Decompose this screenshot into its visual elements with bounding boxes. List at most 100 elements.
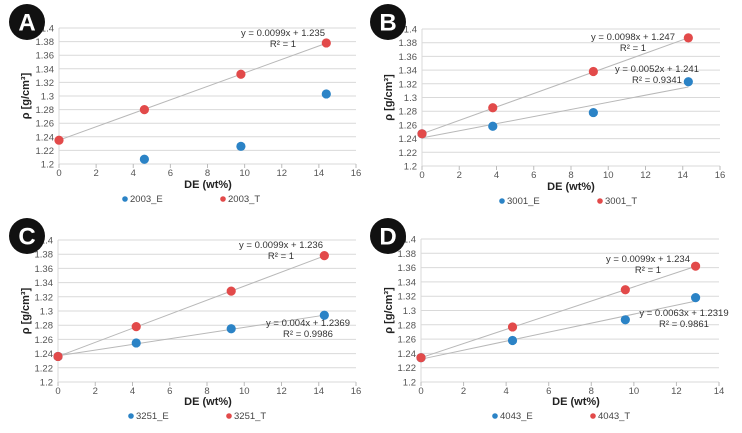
y-axis-title: ρ [g/cm³] xyxy=(20,287,32,334)
trend-r2: R² = 0.9861 xyxy=(659,319,709,330)
y-tick-label: 1.28 xyxy=(399,107,418,118)
trend-r2: R² = 0.9986 xyxy=(283,329,333,340)
y-tick-label: 1.36 xyxy=(36,51,55,62)
data-point-4043_T xyxy=(620,285,630,295)
legend-marker-2003_E xyxy=(122,196,128,202)
y-tick-label: 1.32 xyxy=(399,79,418,90)
x-tick-label: 10 xyxy=(239,386,250,397)
data-point-3251_E xyxy=(319,310,329,320)
y-tick-label: 1.36 xyxy=(398,263,417,274)
x-tick-label: 14 xyxy=(313,386,324,397)
trendline-2003_T xyxy=(58,42,327,141)
x-tick-label: 12 xyxy=(276,386,287,397)
y-tick-label: 1.24 xyxy=(36,132,55,143)
data-point-3001_T xyxy=(588,66,598,77)
data-point-3251_T xyxy=(53,351,63,362)
y-tick-label: 1.4 xyxy=(403,235,416,246)
data-point-3001_T xyxy=(488,103,498,113)
panel-c: 1.2 1.22 1.24 1.26 1.28 1.3 1.32 1.34 1.36 1.38 1.… xyxy=(9,218,361,422)
y-tick-label: 1.28 xyxy=(398,320,417,331)
x-tick-label: 4 xyxy=(503,386,508,397)
x-tick-label: 6 xyxy=(531,170,536,181)
legend-marker-3001_E xyxy=(499,198,505,204)
y-tick-label: 1.34 xyxy=(35,278,54,289)
x-tick-label: 8 xyxy=(568,170,573,181)
x-tick-label: 6 xyxy=(167,386,172,397)
x-tick-label: 0 xyxy=(55,386,60,397)
legend-label: 3251_T xyxy=(234,411,266,422)
panel-d: 1.2 1.22 1.24 1.26 1.28 1.3 1.32 1.34 1.36 1.38 1.… xyxy=(370,218,729,422)
x-axis-title: DE (wt%) xyxy=(547,181,595,193)
data-point-3251_E xyxy=(131,338,141,348)
x-tick-label: 12 xyxy=(276,168,287,179)
data-point-4043_T xyxy=(416,353,426,363)
y-tick-label: 1.28 xyxy=(36,105,55,116)
y-tick-label: 1.3 xyxy=(41,92,54,103)
legend-label: 3001_T xyxy=(605,196,637,207)
y-tick-label: 1.32 xyxy=(398,292,417,303)
panel-a: 1.2 1.22 1.24 1.26 1.28 1.3 1.32 1.34 1.36 1.38 1.… xyxy=(9,4,361,205)
trend-equation: y = 0.0099x + 1.234 xyxy=(606,254,690,265)
y-tick-label: 1.2 xyxy=(41,160,54,171)
x-tick-label: 8 xyxy=(205,168,210,179)
y-tick-label: 1.26 xyxy=(398,335,417,346)
data-point-2003_E xyxy=(321,89,331,99)
data-point-3001_T xyxy=(417,129,427,139)
data-point-2003_E xyxy=(139,154,149,164)
x-tick-label: 2 xyxy=(93,386,98,397)
panel-letter: C xyxy=(18,224,35,251)
x-tick-label: 0 xyxy=(419,170,424,181)
y-tick-label: 1.4 xyxy=(404,25,417,36)
trendline-3251_T xyxy=(57,255,325,357)
x-tick-label: 0 xyxy=(56,168,61,179)
x-tick-label: 10 xyxy=(239,168,250,179)
y-tick-label: 1.24 xyxy=(398,349,417,360)
y-tick-label: 1.38 xyxy=(398,249,417,260)
x-tick-label: 0 xyxy=(418,386,423,397)
y-tick-label: 1.34 xyxy=(36,64,55,75)
trendline-4043_T xyxy=(420,265,696,359)
legend-marker-3001_T xyxy=(597,198,603,204)
legend-marker-4043_E xyxy=(492,413,498,419)
panel-letter: B xyxy=(379,10,396,37)
trend-equation: y = 0.0099x + 1.235 xyxy=(241,28,325,39)
y-tick-label: 1.32 xyxy=(36,78,55,89)
y-tick-label: 1.36 xyxy=(399,52,418,63)
trend-equation: y = 0.004x + 1.2369 xyxy=(266,318,350,329)
x-tick-label: 2 xyxy=(461,386,466,397)
y-tick-label: 1.3 xyxy=(403,306,416,317)
trend-r2: R² = 1 xyxy=(268,251,294,262)
x-tick-label: 12 xyxy=(640,170,651,181)
y-tick-label: 1.26 xyxy=(36,119,55,130)
legend-label: 3001_E xyxy=(507,196,540,207)
x-axis-title: DE (wt%) xyxy=(184,179,232,191)
x-tick-label: 8 xyxy=(204,386,209,397)
data-point-4043_T xyxy=(507,322,518,332)
x-tick-label: 14 xyxy=(677,170,688,181)
legend-marker-4043_T xyxy=(590,413,596,419)
y-tick-label: 1.38 xyxy=(35,250,54,261)
x-tick-label: 4 xyxy=(131,168,136,179)
panel-badge xyxy=(370,4,406,40)
y-tick-label: 1.4 xyxy=(40,236,53,247)
x-axis-title: DE (wt%) xyxy=(552,396,600,408)
x-tick-label: 10 xyxy=(603,170,614,181)
panel-badge xyxy=(9,4,45,40)
legend-marker-3251_E xyxy=(128,413,134,419)
data-point-3251_T xyxy=(226,286,236,296)
x-tick-label: 12 xyxy=(671,386,682,397)
y-tick-label: 1.38 xyxy=(36,37,55,48)
y-tick-label: 1.2 xyxy=(403,378,416,389)
y-tick-label: 1.34 xyxy=(398,277,417,288)
y-tick-label: 1.36 xyxy=(35,264,54,275)
data-point-4043_E xyxy=(620,315,630,325)
data-point-4043_E xyxy=(507,335,518,346)
legend-label: 2003_T xyxy=(228,194,260,205)
x-tick-label: 16 xyxy=(351,386,362,397)
y-tick-label: 1.22 xyxy=(399,148,418,159)
x-tick-label: 8 xyxy=(589,386,594,397)
y-tick-label: 1.34 xyxy=(399,66,418,77)
data-point-4043_T xyxy=(690,261,701,271)
data-point-3001_E xyxy=(488,121,498,131)
